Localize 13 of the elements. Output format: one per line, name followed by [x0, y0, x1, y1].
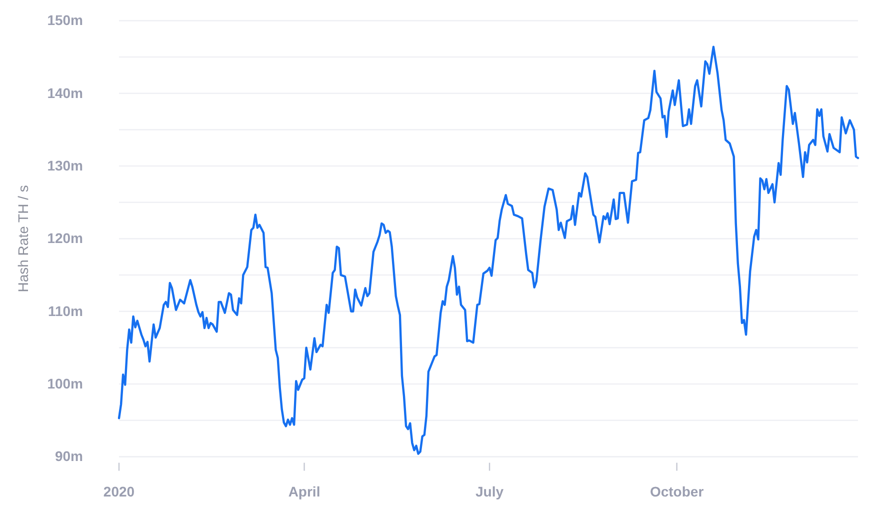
y-tick-label: 130m	[47, 158, 83, 174]
y-tick-label: 110m	[48, 302, 83, 319]
x-tick-label: October	[650, 484, 704, 500]
x-tick-label: 2020	[103, 484, 135, 500]
x-tick-label: April	[288, 484, 320, 500]
x-tick-label: July	[476, 484, 504, 500]
y-axis-title: Hash Rate TH / s	[15, 185, 31, 292]
y-tick-label: 150m	[47, 12, 83, 28]
y-tick-label: 140m	[47, 84, 83, 101]
y-tick-label: 120m	[47, 230, 83, 246]
line-series	[118, 46, 860, 455]
y-tick-label: 100m	[47, 376, 83, 392]
y-tick-label: 90m	[54, 448, 83, 464]
